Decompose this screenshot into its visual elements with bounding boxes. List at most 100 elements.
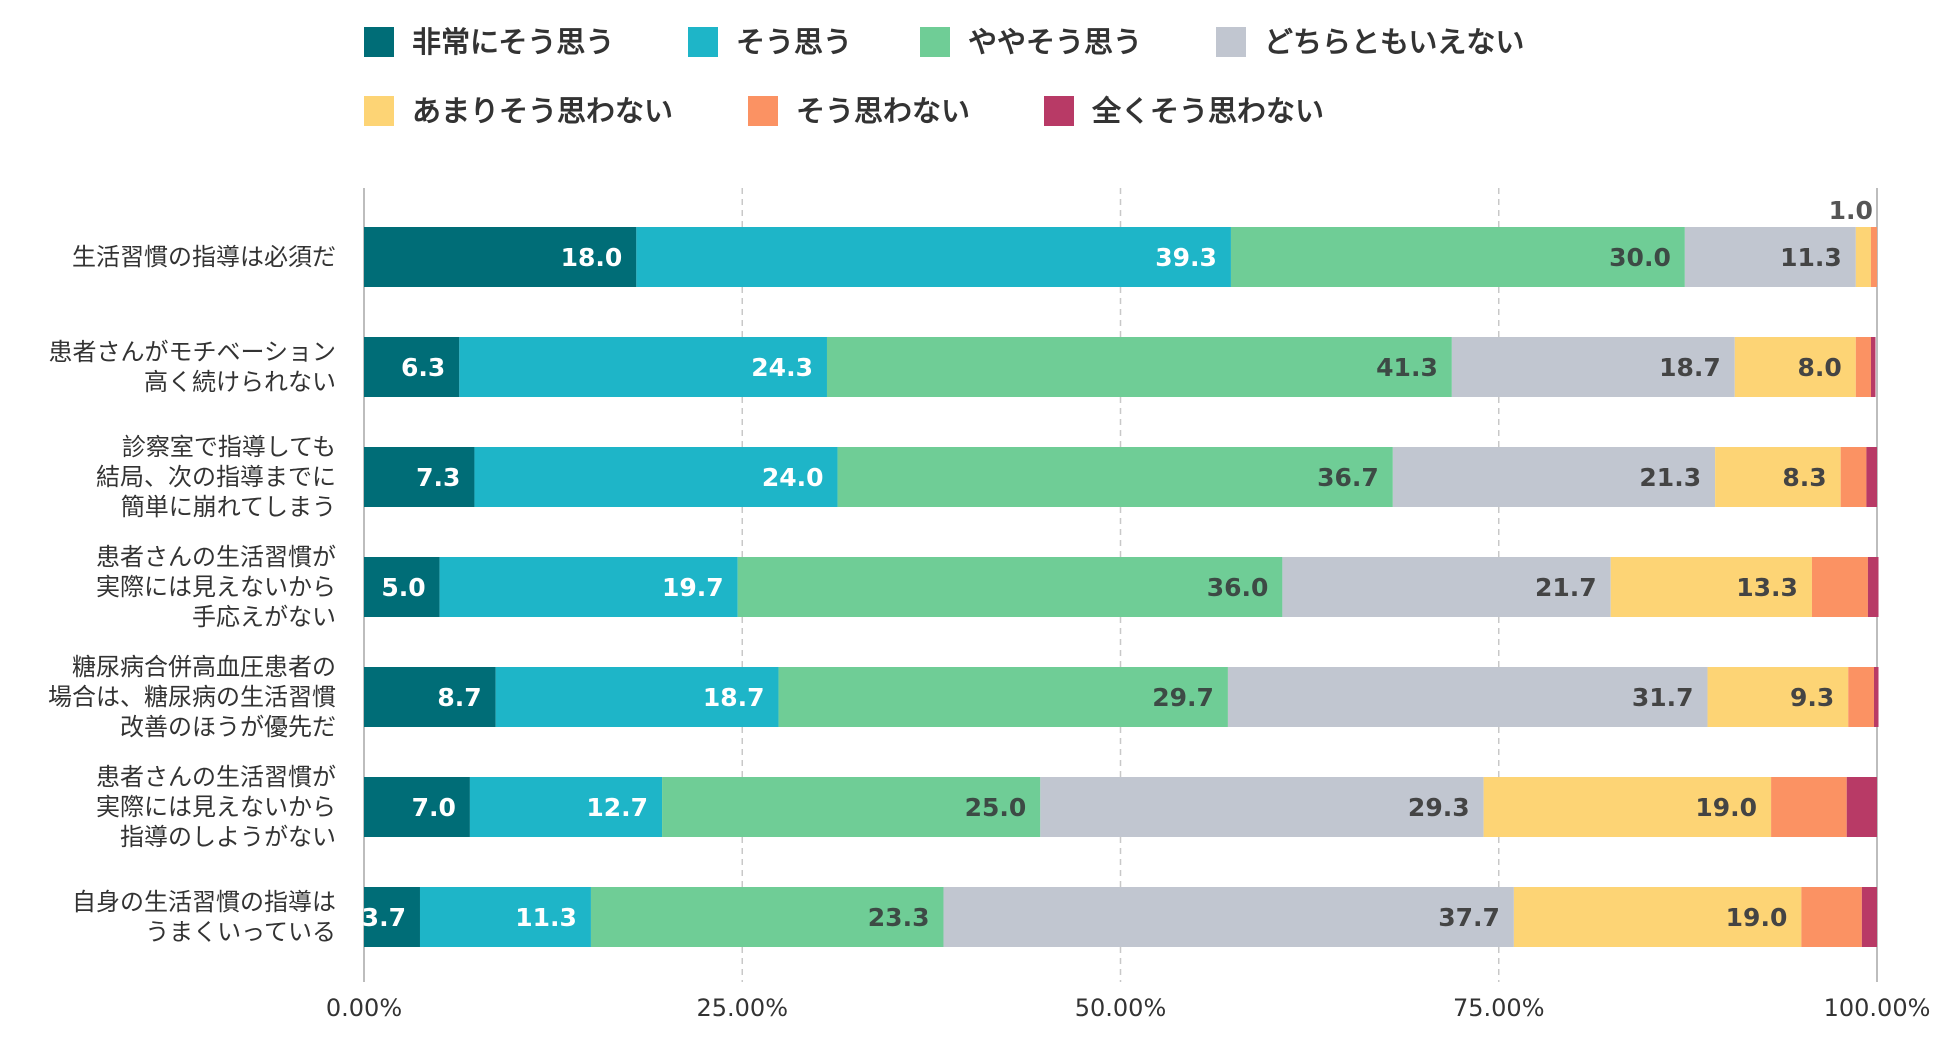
x-tick-label-4: 100.00% — [1824, 994, 1931, 1022]
bar-segment-3-1[interactable] — [439, 557, 738, 617]
value-label-4-3: 31.7 — [1632, 683, 1694, 712]
value-label-1-3: 18.7 — [1659, 353, 1721, 382]
value-label-6-2: 23.3 — [868, 903, 930, 932]
bar-segment-0-2[interactable] — [1230, 227, 1685, 287]
bar-segment-0-3[interactable] — [1684, 227, 1856, 287]
bar-segment-1-2[interactable] — [826, 337, 1452, 397]
category-label-3-1: 実際には見えないから — [96, 573, 336, 601]
bar-segment-1-1[interactable] — [459, 337, 827, 397]
value-label-2-1: 24.0 — [762, 463, 824, 492]
value-label-4-4: 9.3 — [1790, 683, 1834, 712]
category-label-3-2: 手応えがない — [192, 603, 336, 631]
bar-segment-5-1[interactable] — [469, 777, 663, 837]
value-label-6-0: 3.7 — [362, 903, 406, 932]
category-label-5-0: 患者さんの生活習慣が — [96, 763, 336, 791]
bar-segment-2-3[interactable] — [1392, 447, 1716, 507]
bar-row-0: 18.0 39.3 30.0 11.3 1.0 — [364, 196, 1877, 287]
legend-label-5[interactable]: そう思わない — [796, 94, 970, 128]
value-label-4-1: 18.7 — [703, 683, 765, 712]
bar-segment-5-0[interactable] — [364, 777, 470, 837]
bar-segment-1-5[interactable] — [1855, 337, 1871, 397]
bar-segment-4-1[interactable] — [495, 667, 779, 727]
category-label-1-1: 高く続けられない — [144, 368, 336, 396]
value-label-2-3: 21.3 — [1639, 463, 1701, 492]
legend-label-0[interactable]: 非常にそう思う — [412, 25, 614, 59]
legend-swatch-5 — [748, 96, 778, 126]
bar-segment-1-4[interactable] — [1734, 337, 1856, 397]
category-label-5-1: 実際には見えないから — [96, 793, 336, 821]
category-label-6-0: 自身の生活習慣の指導は — [72, 888, 336, 916]
legend-label-3[interactable]: どちらともいえない — [1264, 25, 1524, 59]
bar-segment-6-3[interactable] — [943, 887, 1514, 947]
bar-segment-6-1[interactable] — [419, 887, 591, 947]
bar-segment-3-0[interactable] — [364, 557, 440, 617]
bar-segment-3-6[interactable] — [1867, 557, 1879, 617]
legend-swatch-1 — [688, 27, 718, 57]
legend-label-2[interactable]: ややそう思う — [968, 25, 1142, 59]
bar-segment-0-0[interactable] — [364, 227, 637, 287]
bar-segment-4-0[interactable] — [364, 667, 496, 727]
x-tick-label-2: 50.00% — [1075, 994, 1167, 1022]
bar-segment-1-6[interactable] — [1870, 337, 1876, 397]
bar-segment-4-6[interactable] — [1873, 667, 1879, 727]
bar-segment-4-5[interactable] — [1848, 667, 1874, 727]
legend-swatch-2 — [920, 27, 950, 57]
value-label-2-2: 36.7 — [1317, 463, 1379, 492]
x-tick-label-1: 25.00% — [696, 994, 788, 1022]
bar-segment-0-1[interactable] — [636, 227, 1231, 287]
bar-segment-5-3[interactable] — [1040, 777, 1484, 837]
bar-row-3: 5.0 19.7 36.0 21.7 13.3 — [364, 557, 1879, 617]
bar-segment-4-3[interactable] — [1227, 667, 1708, 727]
bar-segment-5-4[interactable] — [1483, 777, 1772, 837]
bar-segment-4-2[interactable] — [778, 667, 1228, 727]
bar-segment-0-4[interactable] — [1855, 227, 1871, 287]
legend-label-1[interactable]: そう思う — [736, 25, 852, 59]
bar-segment-2-6[interactable] — [1866, 447, 1877, 507]
bar-segment-3-3[interactable] — [1282, 557, 1611, 617]
value-label-5-4: 19.0 — [1695, 793, 1757, 822]
bar-segment-2-0[interactable] — [364, 447, 475, 507]
bar-segment-4-4[interactable] — [1707, 667, 1849, 727]
value-label-6-1: 11.3 — [515, 903, 577, 932]
value-label-6-4: 19.0 — [1726, 903, 1788, 932]
value-label-3-4: 13.3 — [1736, 573, 1798, 602]
bar-segment-5-2[interactable] — [662, 777, 1041, 837]
category-label-3-0: 患者さんの生活習慣が — [96, 543, 336, 571]
bar-segment-6-2[interactable] — [590, 887, 944, 947]
category-label-2-1: 結局、次の指導までに — [96, 463, 336, 491]
category-label-2-2: 簡単に崩れてしまう — [121, 493, 336, 521]
bar-segment-1-0[interactable] — [364, 337, 460, 397]
legend-label-6[interactable]: 全くそう思わない — [1091, 94, 1324, 128]
bar-segment-6-6[interactable] — [1861, 887, 1877, 947]
bar-segment-0-5[interactable] — [1870, 227, 1877, 287]
bar-segment-2-2[interactable] — [837, 447, 1393, 507]
category-labels: 生活習慣の指導は必須だ患者さんがモチベーション高く続けられない診察室で指導しても… — [48, 243, 336, 946]
bar-segment-2-1[interactable] — [474, 447, 838, 507]
legend-swatch-0 — [364, 27, 394, 57]
bar-segment-6-5[interactable] — [1801, 887, 1862, 947]
category-label-4-2: 改善のほうが優先だ — [120, 713, 336, 741]
bar-segment-6-4[interactable] — [1513, 887, 1802, 947]
value-label-1-2: 41.3 — [1376, 353, 1438, 382]
bar-segment-1-3[interactable] — [1451, 337, 1735, 397]
bar-segment-5-6[interactable] — [1846, 777, 1877, 837]
bar-segment-3-2[interactable] — [737, 557, 1283, 617]
category-label-0-0: 生活習慣の指導は必須だ — [72, 243, 336, 271]
bar-segment-2-4[interactable] — [1715, 447, 1841, 507]
category-label-5-2: 指導のしようがない — [120, 823, 336, 851]
bar-row-2: 7.3 24.0 36.7 21.3 8.3 — [364, 447, 1877, 507]
bar-segment-3-5[interactable] — [1811, 557, 1868, 617]
category-label-1-0: 患者さんがモチベーション — [48, 338, 336, 366]
value-label-0-2: 30.0 — [1609, 243, 1671, 272]
bar-segment-6-0[interactable] — [364, 887, 420, 947]
bar-segment-3-4[interactable] — [1610, 557, 1812, 617]
value-label-1-4: 8.0 — [1798, 353, 1842, 382]
bar-segment-5-5[interactable] — [1771, 777, 1847, 837]
bars: 18.0 39.3 30.0 11.3 1.0 6.3 24.3 41.3 18.7 8.0 7.3… — [362, 196, 1879, 947]
bar-segment-2-5[interactable] — [1840, 447, 1867, 507]
bar-row-5: 7.0 12.7 25.0 29.3 19.0 — [364, 777, 1877, 837]
x-tick-label-0: 0.00% — [326, 994, 402, 1022]
bar-row-4: 8.7 18.7 29.7 31.7 9.3 — [364, 667, 1879, 727]
legend-label-4[interactable]: あまりそう思わない — [412, 94, 673, 128]
